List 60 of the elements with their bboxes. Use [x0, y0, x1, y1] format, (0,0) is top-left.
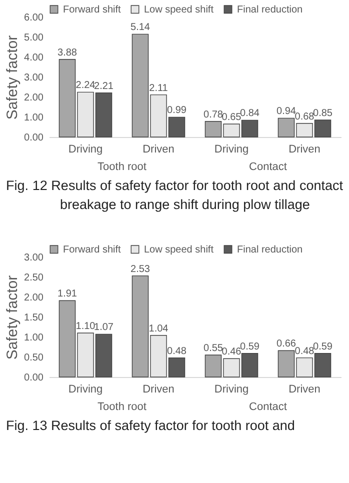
- y-tick-label: 1.00: [24, 112, 44, 124]
- data-label: 0.94: [276, 106, 296, 118]
- data-label: 0.59: [313, 341, 333, 352]
- y-tick-label: 1.00: [24, 332, 44, 344]
- data-label: 1.10: [76, 321, 96, 332]
- y-tick-label: 4.00: [24, 52, 44, 64]
- y-axis-title: Safety factor: [4, 275, 22, 360]
- legend-label: Forward shift: [63, 244, 122, 256]
- data-label: 0.66: [276, 338, 296, 350]
- data-label: 0.68: [294, 111, 315, 122]
- data-label: 0.46: [222, 346, 242, 358]
- text: Tooth root: [98, 161, 146, 173]
- x-tick-label: Driving: [68, 144, 103, 156]
- x-tick-label: Driven: [142, 384, 174, 396]
- data-label: 0.48: [294, 346, 315, 357]
- x-tick-label: Driven: [142, 144, 174, 156]
- x-tick-label: Driven: [288, 384, 320, 396]
- data-label: 1.91: [58, 288, 78, 300]
- data-label: 2.11: [149, 82, 168, 94]
- data-label: 0.78: [204, 109, 224, 120]
- text: Tooth root: [98, 401, 146, 413]
- caption: Fig. 13 Results of safety factor for tooth root and: [6, 417, 296, 435]
- y-tick-label: 0.00: [24, 372, 44, 384]
- y-tick-label: 3.00: [24, 252, 44, 264]
- legend-label: Low speed shift: [144, 244, 214, 256]
- data-label: 1.07: [94, 322, 114, 334]
- text: Contact: [249, 161, 287, 173]
- caption: Fig. 12 Results of safety factor for tooth root and contact breakage to range shift during plow tillage: [6, 177, 343, 214]
- data-label: 0.84: [240, 108, 260, 120]
- y-tick-label: 0.50: [24, 352, 44, 364]
- data-label: 2.21: [94, 80, 114, 92]
- y-tick-label: 2.00: [24, 292, 44, 304]
- x-tick-label: Driving: [214, 144, 249, 156]
- data-label: 0.65: [222, 112, 242, 123]
- data-label: 0.59: [240, 341, 260, 352]
- y-tick-label: 2.00: [24, 92, 44, 104]
- y-tick-label: 6.00: [24, 12, 44, 24]
- data-label: 1.04: [148, 323, 169, 334]
- y-tick-label: 1.50: [24, 312, 44, 324]
- legend-label: Low speed shift: [144, 4, 214, 16]
- x-tick-label: Driving: [214, 384, 249, 396]
- y-tick-label: 3.00: [24, 72, 44, 84]
- data-label: 3.88: [58, 47, 78, 58]
- x-tick-label: Driven: [288, 144, 320, 156]
- y-tick-label: 0.00: [24, 132, 44, 144]
- y-tick-label: 2.50: [24, 272, 44, 284]
- x-tick-label: Driving: [68, 384, 103, 396]
- text: Contact: [249, 401, 287, 413]
- y-tick-label: 5.00: [24, 32, 44, 44]
- legend-label: Final reduction: [237, 244, 303, 256]
- data-label: 0.48: [167, 346, 187, 357]
- data-label: 2.53: [130, 264, 150, 275]
- data-label: 0.99: [167, 105, 187, 116]
- data-label: 2.24: [76, 80, 96, 92]
- legend-label: Forward shift: [63, 4, 122, 16]
- data-label: 0.55: [204, 343, 224, 354]
- data-label: 5.14: [130, 22, 150, 34]
- legend-label: Final reduction: [237, 4, 303, 16]
- data-label: 0.85: [313, 108, 333, 119]
- y-axis-title: Safety factor: [4, 35, 22, 120]
